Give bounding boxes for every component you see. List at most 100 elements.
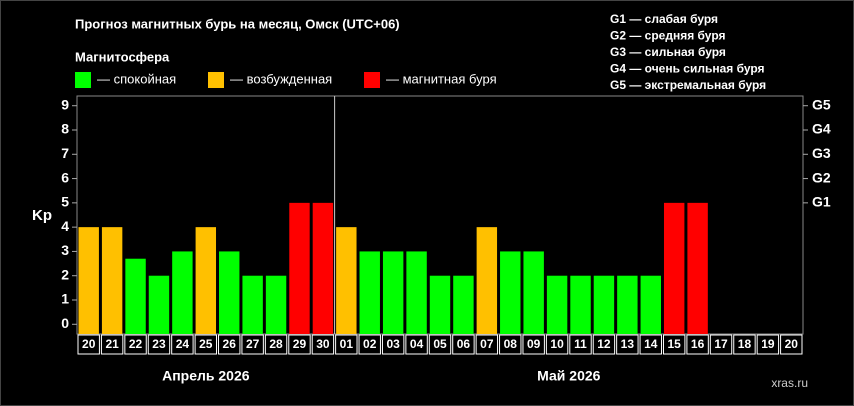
x-tick-label: 12 (597, 337, 611, 351)
y-tick-label: 8 (61, 121, 69, 137)
x-tick-label: 22 (129, 337, 143, 351)
x-tick-label: 08 (504, 337, 518, 351)
x-tick-box (709, 334, 733, 355)
y-tick-label: 6 (61, 169, 69, 185)
scale-note: G4 — очень сильная буря (610, 62, 765, 76)
x-tick-label: 16 (691, 337, 705, 351)
x-tick-box (639, 334, 662, 355)
x-tick-box (241, 334, 264, 355)
bar (219, 251, 240, 334)
x-tick-label: 09 (527, 337, 541, 351)
x-tick-label: 06 (457, 337, 471, 351)
x-tick-label: 19 (761, 337, 775, 351)
scale-note: G2 — средняя буря (610, 29, 726, 43)
bar (289, 202, 310, 334)
x-tick-box (616, 334, 639, 355)
bar (617, 275, 638, 334)
x-tick-label: 10 (550, 337, 564, 351)
x-tick-box (756, 334, 780, 355)
scale-note: G3 — сильная буря (610, 45, 726, 59)
x-tick-label: 24 (176, 337, 190, 351)
x-tick-box (100, 334, 124, 355)
x-tick-box (662, 334, 686, 355)
x-tick-box (475, 334, 499, 355)
x-tick-label: 23 (152, 337, 166, 351)
bar (546, 275, 568, 334)
bar (593, 275, 615, 334)
x-tick-box (522, 334, 545, 355)
bar (687, 202, 708, 334)
scale-note: G5 — экстремальная буря (610, 78, 766, 92)
x-tick-label: 13 (621, 337, 635, 351)
bar (195, 227, 217, 334)
y-tick-label: 3 (61, 242, 69, 258)
month-label: Май 2026 (537, 368, 600, 384)
bar (570, 275, 591, 334)
bar (312, 202, 334, 334)
bar (406, 251, 427, 334)
y2-tick-label: G1 (812, 194, 831, 210)
x-tick-label: 01 (340, 337, 354, 351)
x-tick-box (545, 334, 569, 355)
x-tick-label: 17 (714, 337, 728, 351)
x-tick-box (780, 334, 803, 355)
y2-tick-label: G5 (812, 96, 831, 112)
x-tick-box (405, 334, 428, 355)
bar (500, 251, 521, 334)
x-tick-box (335, 334, 358, 355)
legend-swatch (364, 72, 380, 88)
x-tick-box (499, 334, 522, 355)
x-tick-label: 20 (82, 337, 96, 351)
x-tick-box (358, 334, 381, 355)
bar (663, 202, 685, 334)
x-tick-box (592, 334, 616, 355)
legend-swatch (208, 72, 224, 88)
bar (265, 275, 287, 334)
bar (359, 251, 380, 334)
x-tick-box (77, 334, 100, 355)
y-tick-label: 7 (61, 145, 69, 161)
bar (78, 227, 99, 334)
chart-title: Прогноз магнитных бурь на месяц, Омск (U… (75, 16, 400, 31)
x-tick-label: 07 (480, 337, 494, 351)
x-tick-label: 21 (105, 337, 119, 351)
x-tick-label: 05 (433, 337, 447, 351)
x-tick-box (218, 334, 241, 355)
bar (172, 251, 193, 334)
x-tick-box (452, 334, 475, 355)
y-tick-label: 1 (61, 291, 69, 307)
x-tick-box (733, 334, 756, 355)
legend-label: — магнитная буря (386, 71, 497, 86)
x-tick-label: 03 (386, 337, 400, 351)
x-tick-label: 28 (269, 337, 283, 351)
y-tick-label: 0 (61, 315, 69, 331)
x-tick-label: 27 (246, 337, 260, 351)
bar (640, 275, 661, 334)
y2-tick-label: G4 (812, 121, 831, 137)
x-tick-box (428, 334, 452, 355)
legend-label: — спокойная (97, 71, 176, 86)
watermark: xras.ru (771, 376, 808, 390)
x-tick-label: 18 (738, 337, 752, 351)
x-tick-box (194, 334, 218, 355)
bar (101, 227, 123, 334)
bar (382, 251, 404, 334)
bar (523, 251, 544, 334)
y-axis-label: Kp (32, 207, 52, 224)
x-tick-label: 26 (223, 337, 237, 351)
x-tick-label: 30 (316, 337, 330, 351)
y-tick-label: 2 (61, 266, 69, 282)
x-tick-box (147, 334, 171, 355)
bar (336, 227, 357, 334)
x-tick-label: 11 (574, 337, 587, 351)
y2-tick-label: G2 (812, 169, 831, 185)
bar (476, 227, 498, 334)
x-tick-label: 04 (410, 337, 424, 351)
bar (453, 275, 474, 334)
x-tick-label: 15 (668, 337, 682, 351)
y-tick-label: 4 (61, 218, 69, 234)
legend-swatch (75, 72, 91, 88)
legend-title: Магнитосфера (75, 49, 170, 64)
y2-tick-label: G3 (812, 145, 831, 161)
